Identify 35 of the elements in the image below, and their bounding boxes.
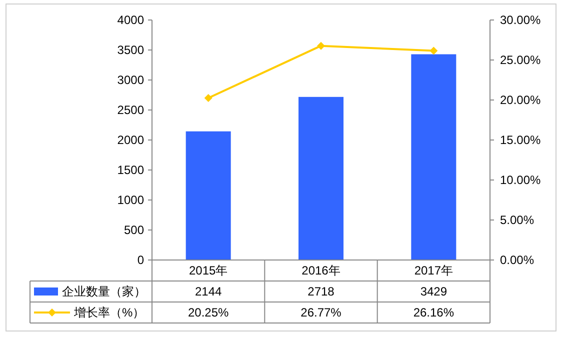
y2-tick-label: 15.00%	[500, 133, 542, 147]
point	[430, 46, 438, 55]
y2-tick-label: 5.00%	[500, 213, 534, 227]
legend-label: 企业数量（家）	[62, 284, 146, 298]
y2-tick-label: 20.00%	[500, 93, 542, 107]
y-tick-label: 0	[137, 253, 144, 267]
y-tick-label: 1500	[117, 163, 144, 177]
bar	[411, 54, 456, 260]
y-tick-label: 4000	[117, 13, 144, 27]
y-tick-label: 1000	[117, 193, 144, 207]
y-tick-label: 2500	[117, 103, 144, 117]
y2-tick-label: 0.00%	[500, 253, 534, 267]
data-label: 3429	[420, 284, 448, 298]
y-tick-label: 500	[124, 223, 144, 237]
x-tick-label: 2016年	[302, 264, 340, 278]
data-label: 26.16%	[413, 306, 454, 320]
x-tick-label: 2017年	[414, 264, 454, 278]
legend: 增长率（%）	[34, 306, 145, 320]
point	[317, 42, 325, 50]
y2-tick-label: 10.00%	[500, 173, 542, 187]
y2-tick-label: 30.00%	[500, 13, 542, 27]
y2-tick-label: 25.00%	[500, 53, 542, 67]
point	[204, 94, 212, 102]
legend: 企业数量（家）	[34, 284, 146, 298]
data-label: 20.25%	[188, 306, 230, 320]
data-label: 2144	[194, 284, 222, 298]
y-tick-label: 3000	[117, 73, 144, 87]
bar	[186, 131, 231, 260]
data-label: 26.77%	[300, 306, 342, 320]
y-tick-label: 3500	[117, 43, 144, 57]
data-label: 2718	[308, 284, 335, 298]
legend-label: 增长率（%）	[73, 306, 145, 320]
x-tick-label: 2015年	[188, 264, 228, 278]
bar	[298, 96, 344, 260]
y-tick-label: 2000	[117, 133, 144, 147]
